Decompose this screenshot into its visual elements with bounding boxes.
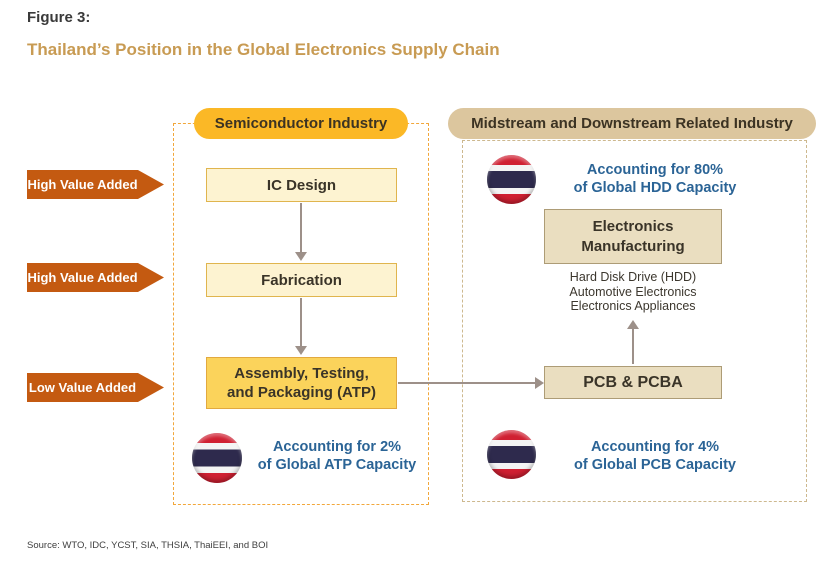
hdd-capacity-line2: of Global HDD Capacity [573,180,737,196]
low-value-added-label: Low Value Added [28,380,137,395]
arrowhead-up-icon [627,320,639,329]
page-title: Thailand’s Position in the Global Electr… [27,40,500,59]
midstream-header-pill: Midstream and Downstream Related Industr… [448,108,816,139]
atp-label-line1: Assembly, Testing, [234,365,369,382]
connector-line [300,298,302,346]
connector-line [398,382,535,384]
midstream-header-label: Midstream and Downstream Related Industr… [471,115,793,132]
pcb-capacity-callout: Accounting for 4% of Global PCB Capacity [545,438,765,474]
high-value-added-arrow-2: High Value Added [27,263,164,292]
fabrication-box: Fabrication [206,263,397,297]
product-automotive: Automotive Electronics [569,284,697,299]
atp-capacity-line1: Accounting for 2% [272,439,402,455]
product-appliances: Electronics Appliances [570,299,696,313]
arrowhead-down-icon [295,252,307,261]
arrowhead-down-icon [295,346,307,355]
ic-design-box: IC Design [206,168,397,202]
atp-box: Assembly, Testing, and Packaging (ATP) [206,357,397,409]
arrow-down-icon [295,203,307,261]
pcb-pcba-box: PCB & PCBA [544,366,722,399]
arrow-down-icon [295,298,307,355]
thailand-flag-icon [487,155,536,204]
hdd-capacity-callout: Accounting for 80% of Global HDD Capacit… [545,161,765,197]
connector-line [632,329,634,364]
low-value-added-arrow: Low Value Added [27,373,164,402]
high-value-added-label-2: High Value Added [27,270,138,285]
midstream-group-frame [462,140,807,502]
atp-capacity-callout: Accounting for 2% of Global ATP Capacity [247,438,427,474]
figure-label: Figure 3: [27,9,91,26]
thailand-flag-icon [192,433,242,483]
atp-label-line2: and Packaging (ATP) [227,384,376,401]
electronics-manufacturing-line2: Manufacturing [581,237,685,255]
hdd-capacity-line1: Accounting for 80% [586,162,724,178]
pcb-pcba-label: PCB & PCBA [583,373,683,391]
high-value-added-label-1: High Value Added [27,177,138,192]
arrowhead-right-icon [535,377,544,389]
source-note: Source: WTO, IDC, YCST, SIA, THSIA, Thai… [27,540,269,551]
electronics-manufacturing-box: Electronics Manufacturing [544,209,722,264]
pcb-capacity-line2: of Global PCB Capacity [574,457,736,473]
high-value-added-arrow-1: High Value Added [27,170,164,199]
thailand-flag-icon [487,430,536,479]
connector-line [300,203,302,252]
semiconductor-header-pill: Semiconductor Industry [194,108,408,139]
arrow-up-icon [627,320,639,364]
semiconductor-header-label: Semiconductor Industry [214,115,388,132]
arrow-right-icon [398,377,544,389]
electronics-manufacturing-line1: Electronics [592,217,674,235]
ic-design-label: IC Design [266,176,337,194]
midstream-products-list: Hard Disk Drive (HDD) Automotive Electro… [524,270,742,314]
product-hdd: Hard Disk Drive (HDD) [569,270,697,284]
pcb-capacity-line1: Accounting for 4% [590,439,720,455]
atp-capacity-line2: of Global ATP Capacity [257,457,417,473]
fabrication-label: Fabrication [261,271,342,289]
